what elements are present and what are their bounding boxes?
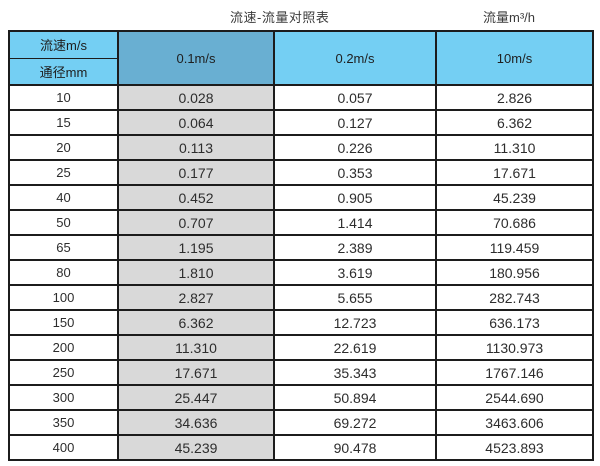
flow-cell-0.1ms: 0.028 <box>117 84 275 111</box>
flow-rate-table: 流速m/s 0.1m/s 0.2m/s 10m/s 通径mm 10 0.028 0.… <box>8 30 594 461</box>
table-row: 400 45.239 90.478 4523.893 <box>8 434 594 461</box>
flow-cell-0.2ms: 1.414 <box>273 209 437 236</box>
flow-cell-0.1ms: 0.113 <box>117 134 275 161</box>
header-row-diameter: 通径mm <box>8 57 593 86</box>
flow-cell-0.1ms: 25.447 <box>117 384 275 411</box>
flow-cell-10ms: 180.956 <box>435 259 594 286</box>
table-row: 40 0.452 0.905 45.239 <box>8 184 594 211</box>
flow-cell-10ms: 636.173 <box>435 309 594 336</box>
flow-cell-0.1ms: 0.064 <box>117 109 275 136</box>
flow-cell-0.2ms: 12.723 <box>273 309 437 336</box>
flow-unit-label: 流量m³/h <box>483 10 536 25</box>
table-row: 25 0.177 0.353 17.671 <box>8 159 594 186</box>
flow-cell-10ms: 3463.606 <box>435 409 594 436</box>
diameter-cell: 350 <box>8 409 119 436</box>
flow-cell-10ms: 45.239 <box>435 184 594 211</box>
flow-cell-0.2ms: 5.655 <box>273 284 437 311</box>
flow-cell-0.1ms: 2.827 <box>117 284 275 311</box>
diameter-cell: 80 <box>8 259 119 286</box>
table-row: 150 6.362 12.723 636.173 <box>8 309 594 336</box>
table-row: 300 25.447 50.894 2544.690 <box>8 384 594 411</box>
flow-cell-0.1ms: 34.636 <box>117 409 275 436</box>
diameter-cell: 65 <box>8 234 119 261</box>
table-body: 10 0.028 0.057 2.826 15 0.064 0.127 6.362 20 0.11… <box>8 84 594 461</box>
flow-cell-0.2ms: 90.478 <box>273 434 437 461</box>
diameter-cell: 200 <box>8 334 119 361</box>
flow-cell-0.1ms: 1.195 <box>117 234 275 261</box>
flow-cell-0.2ms: 22.619 <box>273 334 437 361</box>
flow-cell-10ms: 11.310 <box>435 134 594 161</box>
flow-cell-0.1ms: 0.707 <box>117 209 275 236</box>
table-row: 15 0.064 0.127 6.362 <box>8 109 594 136</box>
column-header-0.1ms: 0.1m/s <box>117 30 275 86</box>
table-row: 50 0.707 1.414 70.686 <box>8 209 594 236</box>
flow-cell-10ms: 2.826 <box>435 84 594 111</box>
flow-cell-0.2ms: 3.619 <box>273 259 437 286</box>
column-header-10ms: 10m/s <box>435 30 594 86</box>
table-row: 20 0.113 0.226 11.310 <box>8 134 594 161</box>
flow-cell-10ms: 6.362 <box>435 109 594 136</box>
corner-diameter-label: 通径mm <box>8 57 119 86</box>
corner-velocity-label: 流速m/s <box>8 30 119 59</box>
diameter-cell: 400 <box>8 434 119 461</box>
diameter-cell: 40 <box>8 184 119 211</box>
diameter-cell: 15 <box>8 109 119 136</box>
diameter-cell: 300 <box>8 384 119 411</box>
flow-cell-0.2ms: 0.226 <box>273 134 437 161</box>
table-row: 350 34.636 69.272 3463.606 <box>8 409 594 436</box>
titlebar: 流速-流量对照表 流量m³/h <box>0 0 600 30</box>
flow-cell-10ms: 17.671 <box>435 159 594 186</box>
flow-cell-0.2ms: 0.353 <box>273 159 437 186</box>
diameter-cell: 250 <box>8 359 119 386</box>
flow-cell-10ms: 1130.973 <box>435 334 594 361</box>
table-row: 250 17.671 35.343 1767.146 <box>8 359 594 386</box>
flow-cell-0.2ms: 0.905 <box>273 184 437 211</box>
flow-cell-0.2ms: 69.272 <box>273 409 437 436</box>
flow-cell-0.1ms: 1.810 <box>117 259 275 286</box>
page-title: 流速-流量对照表 <box>230 10 330 25</box>
flow-cell-0.1ms: 11.310 <box>117 334 275 361</box>
table-header: 流速m/s 0.1m/s 0.2m/s 10m/s 通径mm <box>8 30 594 86</box>
flow-cell-0.1ms: 17.671 <box>117 359 275 386</box>
flow-cell-0.2ms: 0.127 <box>273 109 437 136</box>
flow-cell-0.2ms: 2.389 <box>273 234 437 261</box>
table-row: 200 11.310 22.619 1130.973 <box>8 334 594 361</box>
flow-cell-0.1ms: 45.239 <box>117 434 275 461</box>
flow-cell-0.1ms: 6.362 <box>117 309 275 336</box>
flow-cell-0.1ms: 0.177 <box>117 159 275 186</box>
diameter-cell: 25 <box>8 159 119 186</box>
flow-cell-10ms: 70.686 <box>435 209 594 236</box>
table-row: 100 2.827 5.655 282.743 <box>8 284 594 311</box>
table-row: 80 1.810 3.619 180.956 <box>8 259 594 286</box>
table-row: 10 0.028 0.057 2.826 <box>8 84 594 111</box>
flow-cell-0.2ms: 35.343 <box>273 359 437 386</box>
header-row-velocity: 流速m/s 0.1m/s 0.2m/s 10m/s <box>8 30 594 86</box>
diameter-cell: 150 <box>8 309 119 336</box>
flow-cell-0.2ms: 50.894 <box>273 384 437 411</box>
flow-cell-10ms: 282.743 <box>435 284 594 311</box>
flow-cell-0.2ms: 0.057 <box>273 84 437 111</box>
table-row: 65 1.195 2.389 119.459 <box>8 234 594 261</box>
diameter-cell: 50 <box>8 209 119 236</box>
flow-cell-10ms: 119.459 <box>435 234 594 261</box>
diameter-cell: 10 <box>8 84 119 111</box>
diameter-cell: 100 <box>8 284 119 311</box>
diameter-cell: 20 <box>8 134 119 161</box>
flow-cell-0.1ms: 0.452 <box>117 184 275 211</box>
flow-cell-10ms: 1767.146 <box>435 359 594 386</box>
flow-cell-10ms: 2544.690 <box>435 384 594 411</box>
flow-cell-10ms: 4523.893 <box>435 434 594 461</box>
column-header-0.2ms: 0.2m/s <box>273 30 437 86</box>
